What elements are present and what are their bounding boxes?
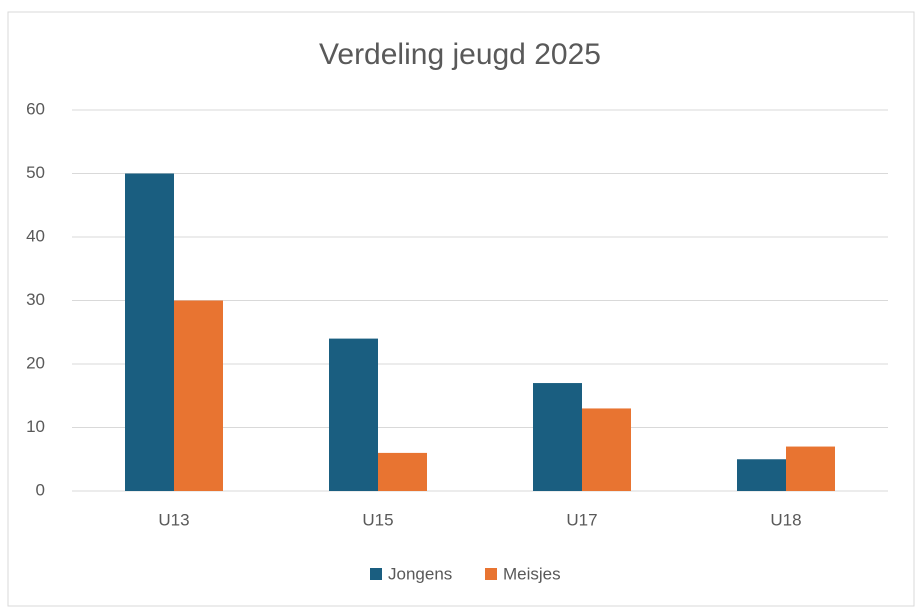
- y-tick-label: 10: [26, 417, 45, 436]
- x-tick-label: U13: [158, 510, 189, 529]
- bar: [533, 383, 582, 491]
- bar: [329, 338, 378, 491]
- y-tick-label: 50: [26, 163, 45, 182]
- bar: [786, 446, 835, 491]
- x-tick-label: U17: [566, 510, 597, 529]
- y-tick-label: 40: [26, 226, 45, 245]
- y-tick-label: 20: [26, 353, 45, 372]
- bar: [174, 300, 223, 491]
- legend-label: Meisjes: [503, 564, 561, 583]
- y-tick-label: 60: [26, 99, 45, 118]
- bar: [125, 173, 174, 491]
- bar: [582, 408, 631, 491]
- legend-swatch: [370, 568, 382, 580]
- chart-title: Verdeling jeugd 2025: [319, 38, 601, 71]
- legend-swatch: [485, 568, 497, 580]
- bar: [378, 452, 427, 491]
- y-tick-label: 0: [36, 480, 45, 499]
- x-tick-label: U18: [770, 510, 801, 529]
- y-tick-label: 30: [26, 290, 45, 309]
- legend-label: Jongens: [388, 564, 452, 583]
- x-tick-label: U15: [362, 510, 393, 529]
- bar: [737, 459, 786, 491]
